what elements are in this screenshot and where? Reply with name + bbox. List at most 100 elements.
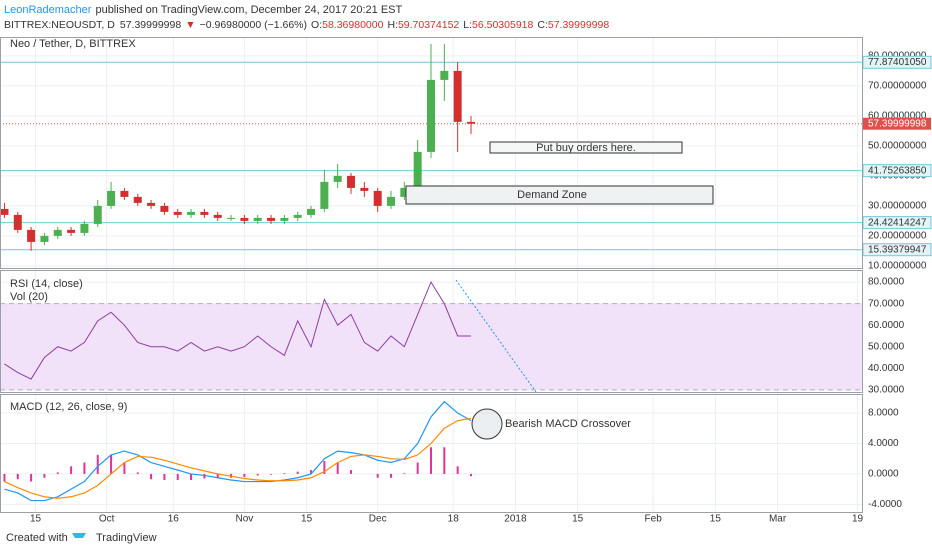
candle-body	[333, 175, 342, 182]
y-tick-label: 80.0000	[868, 277, 905, 288]
panel-title: Neo / Tether, D, BITTREX	[10, 38, 136, 50]
histogram-bar	[136, 472, 139, 474]
histogram-bar	[443, 447, 446, 474]
candle-body	[227, 217, 236, 219]
histogram-bar	[310, 470, 313, 474]
panel-title: RSI (14, close)	[10, 278, 83, 290]
last: 57.39999998	[120, 19, 181, 31]
change: −0.96980000 (−1.66%)	[200, 19, 307, 31]
x-tick-label: Oct	[99, 514, 115, 525]
annotation: Demand Zone	[517, 189, 587, 201]
tv-logo	[72, 533, 86, 538]
candle-body	[0, 208, 9, 215]
x-tick-label: 15	[301, 514, 313, 525]
candle-body	[373, 190, 382, 206]
histogram-bar	[350, 470, 353, 474]
macd-frame	[0, 394, 863, 513]
published: published on TradingView.com, December 2…	[95, 4, 402, 16]
x-tick-label: 16	[168, 514, 180, 525]
candle-body	[466, 121, 475, 124]
candle-body	[27, 229, 36, 242]
histogram-bar	[390, 473, 393, 478]
ohlc-value: 59.70374152	[398, 19, 459, 31]
level-label: 77.87401050	[868, 57, 927, 68]
histogram-bar	[83, 462, 86, 474]
histogram-bar	[110, 454, 113, 474]
last-price-label: 57.39999998	[868, 118, 927, 129]
level-label: 41.75263850	[868, 165, 927, 176]
candle-body	[107, 190, 116, 206]
histogram-bar	[469, 473, 472, 477]
x-tick-label: Nov	[235, 514, 253, 525]
y-tick-label: 40.0000	[868, 363, 905, 374]
histogram-bar	[163, 473, 166, 481]
histogram-bar	[56, 472, 59, 474]
candle-body	[40, 235, 49, 242]
ohlc-value: 58.36980000	[322, 19, 383, 31]
candle-body	[453, 70, 462, 122]
rsi-band	[0, 303, 862, 390]
candle-body	[253, 217, 262, 221]
histogram-bar	[70, 466, 73, 474]
y-tick-label: 8.0000	[868, 408, 899, 419]
macd-line	[4, 400, 472, 502]
candle-body	[80, 223, 89, 233]
ohlc-value: 56.50305918	[472, 19, 533, 31]
last-price-tag	[863, 117, 931, 130]
histogram-bar	[190, 473, 193, 481]
author[interactable]: LeonRademacher	[4, 4, 92, 16]
candle-body	[200, 211, 209, 215]
rsi-frame	[0, 270, 863, 393]
candle-body	[267, 217, 276, 221]
histogram-bar	[283, 473, 286, 474]
trend-line	[455, 279, 537, 393]
y-tick-label: 4.0000	[868, 438, 899, 449]
annotation: Put buy orders here.	[536, 142, 636, 154]
x-tick-label: 18	[448, 514, 460, 525]
y-tick-label: 20.00000000	[868, 231, 927, 242]
histogram-bar	[243, 473, 246, 477]
histogram-bar	[150, 473, 153, 480]
histogram-bar	[456, 466, 459, 474]
histogram-bar	[296, 471, 299, 474]
publish-line: LeonRademacher published on TradingView.c…	[4, 4, 402, 16]
level-label: 15.39379947	[868, 244, 927, 255]
symbol-line: BITTREX:NEOUSDT, D 57.39999998 ▼ −0.9698000…	[4, 19, 609, 31]
panel-title: MACD (12, 26, close, 9)	[10, 401, 127, 413]
footer-brand[interactable]: TradingView	[96, 532, 157, 544]
rsi-line	[4, 280, 471, 380]
candle-body	[133, 196, 142, 203]
y-tick-label: 10.00000000	[868, 261, 927, 272]
y-tick-label: 60.0000	[868, 320, 905, 331]
ohlc-label: O:	[311, 19, 322, 31]
histogram-bar	[176, 473, 179, 481]
price-frame	[0, 37, 863, 269]
candle-body	[240, 217, 249, 221]
histogram-bar	[403, 473, 406, 474]
y-tick-label: 30.0000	[868, 384, 905, 395]
ohlc-label: C:	[537, 19, 548, 31]
candle-body	[93, 205, 102, 224]
candle-body	[360, 187, 369, 191]
histogram-bar	[203, 473, 206, 479]
x-tick-label: 19	[852, 514, 864, 525]
histogram-bar	[96, 454, 99, 474]
candle-body	[347, 175, 356, 188]
histogram-bar	[216, 473, 219, 478]
y-tick-label: 50.00000000	[868, 141, 927, 152]
x-tick-label: Feb	[645, 514, 663, 525]
y-tick-label: 70.0000	[868, 298, 905, 309]
x-tick-label: 15	[572, 514, 584, 525]
candle-body	[213, 214, 222, 218]
histogram-bar	[30, 473, 33, 482]
candle-body	[387, 196, 396, 206]
histogram-bar	[43, 473, 46, 478]
ohlc-label: L:	[463, 19, 472, 31]
panel-subtitle: Vol (20)	[10, 291, 48, 303]
histogram-bar	[256, 473, 259, 476]
candle-body	[173, 211, 182, 215]
annotation-box	[405, 185, 714, 205]
histogram-bar	[323, 460, 326, 474]
candle-body	[67, 229, 76, 233]
macd-line	[4, 417, 472, 499]
